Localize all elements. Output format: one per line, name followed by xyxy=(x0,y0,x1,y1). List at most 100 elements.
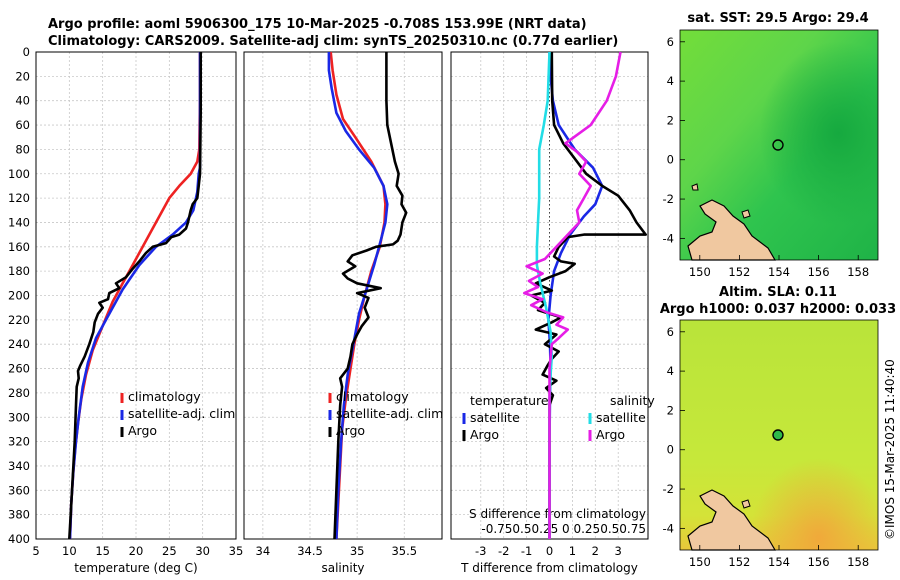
map-x-tick-label: 156 xyxy=(808,265,830,279)
depth-tick-label: 320 xyxy=(8,435,30,449)
map-y-tick-label: 4 xyxy=(667,364,674,378)
diff-legend-label: Argo xyxy=(596,427,625,442)
map-y-tick-label: 4 xyxy=(667,74,674,88)
depth-tick-label: 40 xyxy=(15,94,30,108)
sla-map-title-line2: Argo h1000: 0.037 h2000: 0.033 xyxy=(660,302,896,317)
temperature-panel: 0 20 40 60 80 100 120 140 160 180 200 220 240 260 280 3… xyxy=(8,45,243,575)
map-y-tick-label: -4 xyxy=(663,231,674,245)
diff-legend-label: satellite xyxy=(596,410,646,425)
depth-tick-label: 240 xyxy=(8,337,30,351)
temp-legend-label: satellite-adj. clim xyxy=(128,406,235,421)
sal-x-axis-label: salinity xyxy=(321,561,364,575)
depth-tick-label: 60 xyxy=(15,118,30,132)
temp-x-tick-label: 10 xyxy=(62,544,77,558)
legend-header-salinity: salinity xyxy=(610,393,655,408)
sal-series-satellite-adj-clim xyxy=(327,52,389,540)
temp-x-tick-label: 15 xyxy=(95,544,110,558)
sst-argo-marker xyxy=(772,139,784,151)
sla-map-ticks: 150 152 154 156 158 6 4 2 0 -2 -4 xyxy=(663,325,870,569)
map-x-tick-label: 150 xyxy=(689,555,711,569)
depth-tick-label: 280 xyxy=(8,386,30,400)
map-y-tick-label: 6 xyxy=(667,325,674,339)
sal-legend-label: Argo xyxy=(336,423,365,438)
sal-axes-frame xyxy=(243,51,443,540)
sla-map-title-line1: Altim. SLA: 0.11 xyxy=(719,285,837,300)
map-y-tick-label: 2 xyxy=(667,113,674,127)
sal-x-tick-label: 35.5 xyxy=(391,544,417,558)
depth-tick-label: 120 xyxy=(8,191,30,205)
depth-tick-label: 360 xyxy=(8,483,30,497)
difference-panel: -3 -2 -1 0 1 2 3 T difference from climatology S… xyxy=(450,51,655,575)
temp-x-tick-label: 20 xyxy=(129,544,144,558)
sal-x-tick-label: 34 xyxy=(256,544,271,558)
salinity-panel: 34 34.5 35 35.5 salinity climatology satellite… xyxy=(243,51,443,575)
temp-series-argo xyxy=(68,52,202,540)
map-y-tick-label: 0 xyxy=(667,153,674,167)
sal-series-argo xyxy=(333,52,408,540)
diff-s-axis-label: S difference from climatology xyxy=(469,507,646,521)
sal-legend-label: satellite-adj. clim xyxy=(336,406,443,421)
imos-watermark: ©IMOS 15-Mar-2025 11:40:40 xyxy=(883,359,897,540)
sal-x-tick-label: 34.5 xyxy=(297,544,323,558)
map-y-tick-label: -4 xyxy=(663,521,674,535)
temp-x-tick-label: 5 xyxy=(32,544,39,558)
depth-tick-label: 100 xyxy=(8,167,30,181)
sst-map xyxy=(679,29,879,261)
depth-tick-label: 80 xyxy=(15,142,30,156)
temp-axes-frame xyxy=(35,51,237,540)
diff-x-tick-label: 1 xyxy=(569,544,576,558)
temp-legend-label: Argo xyxy=(128,423,157,438)
diff-x-tick-label: 2 xyxy=(592,544,599,558)
sst-land-islet xyxy=(691,183,699,191)
depth-tick-label: 200 xyxy=(8,289,30,303)
depth-tick-label: 400 xyxy=(8,532,30,546)
map-y-tick-label: -2 xyxy=(663,192,674,206)
diff-x-tick-label: -2 xyxy=(498,544,509,558)
depth-tick-label: 180 xyxy=(8,264,30,278)
depth-tick-label: 20 xyxy=(15,69,30,83)
map-y-tick-label: 6 xyxy=(667,35,674,49)
sla-map xyxy=(679,319,879,551)
map-x-tick-label: 154 xyxy=(768,555,790,569)
map-y-tick-label: 0 xyxy=(667,443,674,457)
diff-legend-label: satellite xyxy=(470,410,520,425)
temp-legend-label: climatology xyxy=(128,389,201,404)
diff-s-tick-labels: -0.750.50.25 0 0.250.50.75 xyxy=(481,522,646,536)
map-x-tick-label: 150 xyxy=(689,265,711,279)
map-x-tick-label: 152 xyxy=(728,555,750,569)
depth-tick-label: 380 xyxy=(8,508,30,522)
diff-legend-label: Argo xyxy=(470,427,499,442)
sla-argo-marker xyxy=(772,429,784,441)
figure-title-line2: Climatology: CARS2009. Satellite-adj cli… xyxy=(48,34,618,49)
diff-x-tick-label: 3 xyxy=(615,544,622,558)
sst-land-island xyxy=(741,209,751,219)
depth-tick-label: 340 xyxy=(8,459,30,473)
temp-x-tick-label: 30 xyxy=(195,544,210,558)
sal-legend-label: climatology xyxy=(336,389,409,404)
sst-map-ticks: 150 152 154 156 158 6 4 2 0 -2 -4 xyxy=(663,35,870,279)
map-x-tick-label: 158 xyxy=(847,555,869,569)
map-x-tick-label: 152 xyxy=(728,265,750,279)
sla-land-island xyxy=(741,499,751,509)
depth-tick-label: 140 xyxy=(8,215,30,229)
diff-x-tick-label: 0 xyxy=(546,544,553,558)
depth-tick-label: 160 xyxy=(8,240,30,254)
sst-map-title: sat. SST: 29.5 Argo: 29.4 xyxy=(687,11,868,26)
diff-series-t-argo xyxy=(529,51,647,539)
diff-x-tick-label: -3 xyxy=(475,544,486,558)
map-y-tick-label: -2 xyxy=(663,482,674,496)
legend-header-temperature: temperature xyxy=(470,393,549,408)
sst-warm-blob xyxy=(680,30,878,260)
map-x-tick-label: 154 xyxy=(768,265,790,279)
figure-title-line1: Argo profile: aoml 5906300_175 10-Mar-20… xyxy=(48,17,587,32)
depth-tick-label: 220 xyxy=(8,313,30,327)
temp-x-axis-label: temperature (deg C) xyxy=(74,561,197,575)
map-y-tick-label: 2 xyxy=(667,403,674,417)
depth-tick-label: 300 xyxy=(8,410,30,424)
diff-x-tick-label: -1 xyxy=(521,544,532,558)
map-x-tick-label: 158 xyxy=(847,265,869,279)
sal-x-tick-label: 35 xyxy=(350,544,365,558)
diff-series-s-argo xyxy=(523,51,622,539)
map-x-tick-label: 156 xyxy=(808,555,830,569)
